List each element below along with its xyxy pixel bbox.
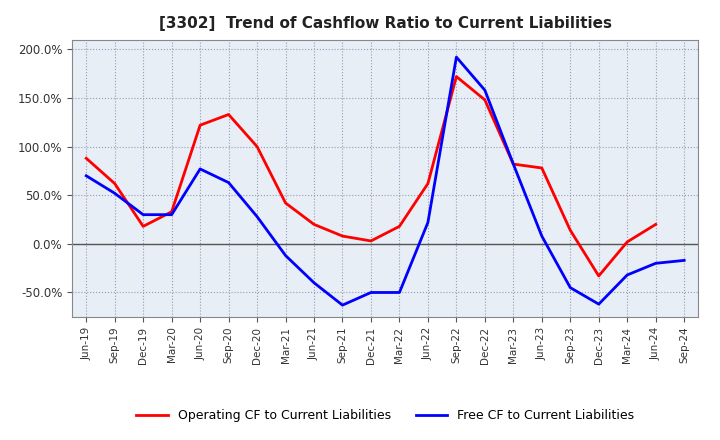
Free CF to Current Liabilities	[139, 212, 148, 217]
Free CF to Current Liabilities	[366, 290, 375, 295]
Operating CF to Current Liabilities	[652, 222, 660, 227]
Free CF to Current Liabilities	[225, 180, 233, 185]
Operating CF to Current Liabilities	[366, 238, 375, 244]
Free CF to Current Liabilities	[82, 173, 91, 178]
Free CF to Current Liabilities	[395, 290, 404, 295]
Title: [3302]  Trend of Cashflow Ratio to Current Liabilities: [3302] Trend of Cashflow Ratio to Curren…	[158, 16, 612, 32]
Operating CF to Current Liabilities	[623, 239, 631, 245]
Operating CF to Current Liabilities	[566, 227, 575, 233]
Free CF to Current Liabilities	[595, 301, 603, 307]
Operating CF to Current Liabilities	[595, 273, 603, 279]
Free CF to Current Liabilities	[282, 253, 290, 258]
Free CF to Current Liabilities	[480, 88, 489, 93]
Legend: Operating CF to Current Liabilities, Free CF to Current Liabilities: Operating CF to Current Liabilities, Fre…	[131, 404, 639, 427]
Free CF to Current Liabilities	[680, 258, 688, 263]
Operating CF to Current Liabilities	[509, 161, 518, 167]
Line: Operating CF to Current Liabilities: Operating CF to Current Liabilities	[86, 77, 656, 276]
Operating CF to Current Liabilities	[196, 123, 204, 128]
Free CF to Current Liabilities	[537, 234, 546, 239]
Free CF to Current Liabilities	[652, 260, 660, 266]
Operating CF to Current Liabilities	[338, 234, 347, 239]
Operating CF to Current Liabilities	[82, 156, 91, 161]
Operating CF to Current Liabilities	[225, 112, 233, 117]
Operating CF to Current Liabilities	[423, 181, 432, 186]
Operating CF to Current Liabilities	[395, 224, 404, 229]
Free CF to Current Liabilities	[310, 280, 318, 286]
Operating CF to Current Liabilities	[282, 200, 290, 205]
Free CF to Current Liabilities	[623, 272, 631, 278]
Free CF to Current Liabilities	[452, 55, 461, 60]
Operating CF to Current Liabilities	[310, 222, 318, 227]
Free CF to Current Liabilities	[338, 302, 347, 308]
Free CF to Current Liabilities	[110, 191, 119, 196]
Operating CF to Current Liabilities	[110, 181, 119, 186]
Operating CF to Current Liabilities	[480, 97, 489, 103]
Free CF to Current Liabilities	[509, 161, 518, 167]
Operating CF to Current Liabilities	[139, 224, 148, 229]
Free CF to Current Liabilities	[253, 214, 261, 219]
Operating CF to Current Liabilities	[253, 144, 261, 149]
Operating CF to Current Liabilities	[167, 209, 176, 214]
Line: Free CF to Current Liabilities: Free CF to Current Liabilities	[86, 57, 684, 305]
Operating CF to Current Liabilities	[452, 74, 461, 79]
Operating CF to Current Liabilities	[537, 165, 546, 171]
Free CF to Current Liabilities	[167, 212, 176, 217]
Free CF to Current Liabilities	[196, 166, 204, 172]
Free CF to Current Liabilities	[566, 285, 575, 290]
Free CF to Current Liabilities	[423, 220, 432, 225]
